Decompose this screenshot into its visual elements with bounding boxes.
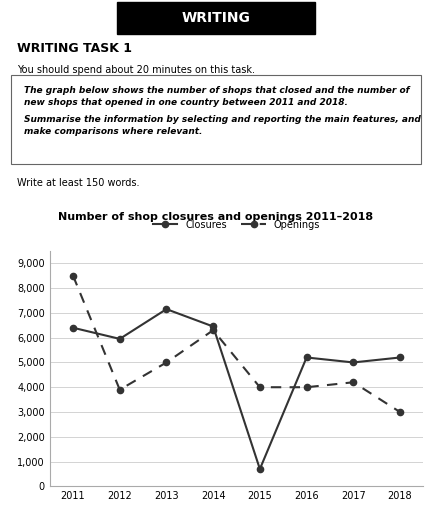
Text: Number of shop closures and openings 2011–2018: Number of shop closures and openings 201… [58, 211, 374, 222]
FancyBboxPatch shape [11, 75, 421, 164]
Text: Summarise the information by selecting and reporting the main features, and: Summarise the information by selecting a… [24, 115, 421, 123]
Legend: Closures, Openings: Closures, Openings [149, 216, 324, 233]
Text: WRITING: WRITING [181, 11, 251, 25]
Text: WRITING TASK 1: WRITING TASK 1 [17, 41, 132, 55]
Text: You should spend about 20 minutes on this task.: You should spend about 20 minutes on thi… [17, 65, 255, 75]
Text: make comparisons where relevant.: make comparisons where relevant. [24, 126, 202, 136]
Text: The graph below shows the number of shops that closed and the number of: The graph below shows the number of shop… [24, 86, 409, 95]
FancyBboxPatch shape [117, 3, 315, 34]
Text: new shops that opened in one country between 2011 and 2018.: new shops that opened in one country bet… [24, 98, 348, 107]
Text: Write at least 150 words.: Write at least 150 words. [17, 178, 140, 188]
